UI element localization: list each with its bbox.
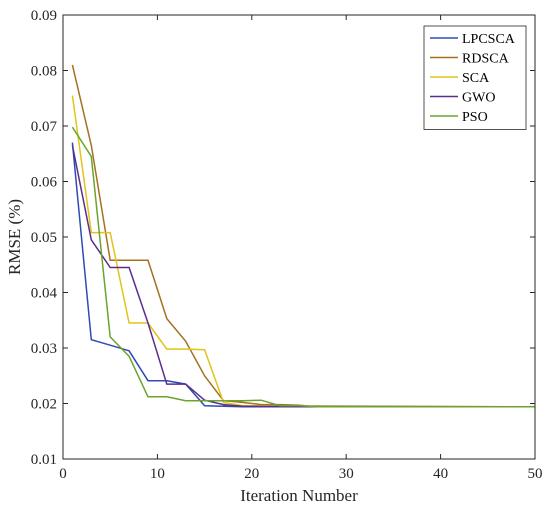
y-tick-label: 0.07	[31, 119, 58, 135]
x-tick-label: 10	[150, 466, 165, 482]
series-line-lpcsca	[71, 142, 535, 408]
axes-layer: 0 10 20 30 40 50 0.01 0.02 0.03 0.04 0.05 0.06 0.07 0…	[31, 8, 543, 482]
series-line-pso	[71, 126, 535, 408]
y-axis-title: RMSE (%)	[5, 199, 24, 275]
x-tick-label: 30	[339, 466, 354, 482]
y-tick-label: 0.03	[31, 341, 57, 357]
y-tick-label: 0.04	[31, 286, 58, 302]
series-layer	[71, 64, 536, 408]
y-tick-label: 0.05	[31, 230, 57, 246]
y-tick-label: 0.02	[31, 397, 57, 413]
legend: LPCSCA RDSCA SCA GWO PSO	[423, 25, 527, 130]
legend-label-lpcsca: LPCSCA	[462, 32, 516, 47]
series-line-gwo	[71, 145, 536, 408]
series-line-sca	[71, 95, 536, 408]
x-tick-label: 20	[244, 466, 259, 482]
y-tick-label: 0.08	[31, 64, 57, 80]
x-axis-title: Iteration Number	[240, 486, 358, 505]
y-tick-label: 0.09	[31, 8, 57, 24]
y-tick-label: 0.01	[31, 452, 57, 468]
legend-label-rdsca: RDSCA	[462, 52, 510, 67]
x-tick-label: 0	[59, 466, 67, 482]
x-tick-label: 50	[528, 466, 543, 482]
x-tick-label: 40	[433, 466, 448, 482]
legend-label-pso: PSO	[462, 110, 488, 125]
legend-label-sca: SCA	[462, 71, 490, 86]
y-tick-label: 0.06	[31, 175, 58, 191]
legend-label-gwo: GWO	[462, 91, 495, 106]
